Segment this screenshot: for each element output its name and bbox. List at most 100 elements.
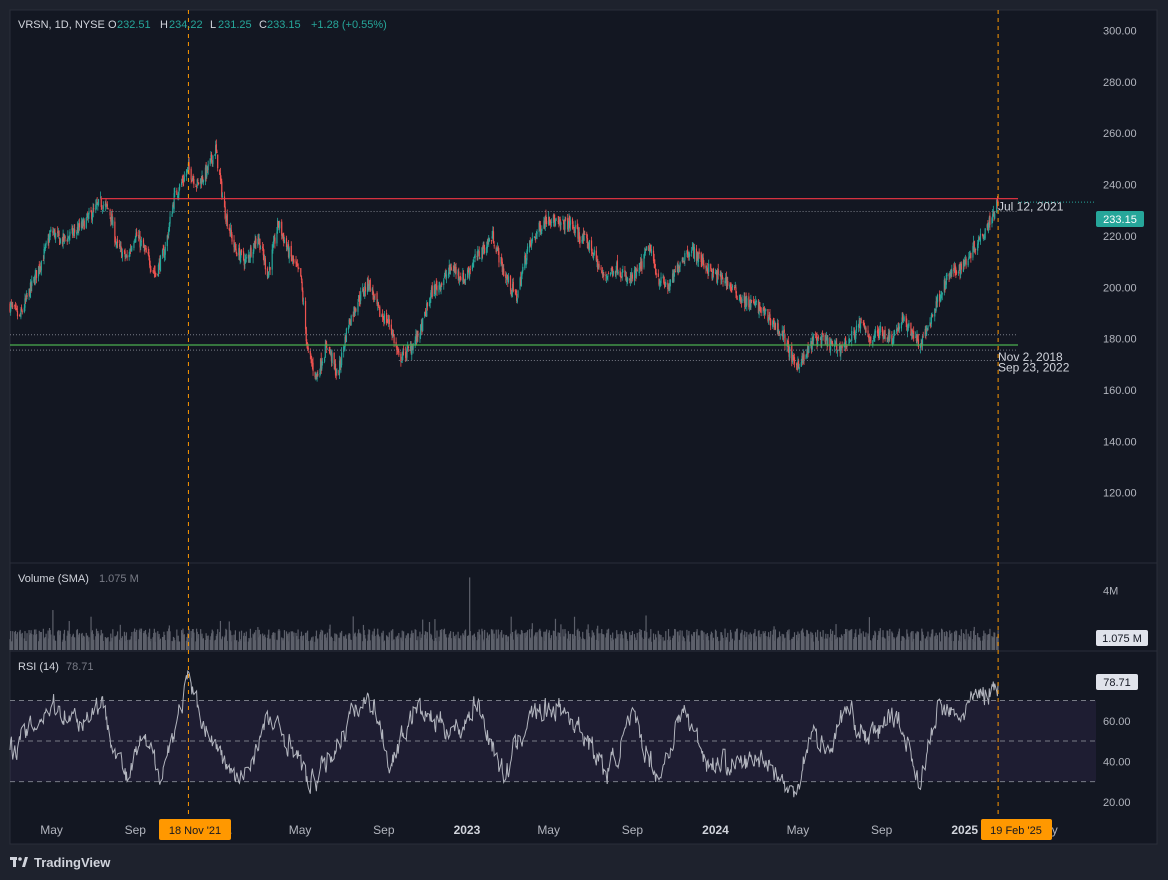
volume-bar [959,636,961,650]
volume-bar [420,640,422,650]
volume-bar [838,637,841,650]
candle-body [195,185,197,187]
candle-body [193,179,195,185]
volume-bar [663,640,666,650]
candle-body [310,355,312,359]
candle-body [253,241,256,247]
volume-bar [521,630,523,650]
candle-body [940,294,942,301]
candle-body [915,336,917,338]
candle-body [840,346,842,355]
volume-bar [26,633,28,650]
candle-body [973,241,975,251]
volume-bar [797,637,800,650]
candle-body [450,267,452,271]
volume-bar [426,638,428,650]
volume-bar [134,628,136,650]
volume-bar [938,632,941,650]
candle-body [720,274,722,280]
candle-body [838,346,841,349]
candle-body [467,270,469,273]
volume-bar [700,630,702,650]
candle-body [779,334,781,336]
volume-bar [584,639,586,650]
volume-bar [87,641,89,650]
candle-body [368,285,370,289]
candle-body [962,261,964,272]
volume-bar [396,638,398,650]
candle-body [291,257,293,261]
volume-bar [221,640,223,650]
volume-bar [921,628,923,650]
volume-bar [819,631,821,650]
candle-body [598,263,600,268]
candle-body [462,272,465,284]
volume-bar [611,637,613,650]
volume-bar [62,639,64,650]
volume-bar [601,629,603,650]
volume-bar [403,631,405,650]
candle-body [355,309,357,311]
volume-bar [505,634,508,650]
volume-bar [296,639,298,650]
candle-body [428,301,431,307]
volume-bar [248,637,250,650]
volume-bar [927,631,929,650]
price-tick-label: 260.00 [1103,128,1137,140]
candle-body [917,339,920,347]
volume-bar [458,638,461,650]
candle-body [982,236,984,238]
candle-body [245,258,247,260]
candle-body [864,327,866,330]
volume-bar [45,633,47,650]
candle-body [116,240,119,243]
candle-body [638,267,640,274]
volume-bar [110,641,113,650]
candle-body [817,336,819,339]
volume-bar [76,629,79,650]
candle-body [196,179,198,187]
volume-bar [695,631,698,650]
candle-body [769,314,771,322]
candle-body [129,249,132,251]
candle-body [668,284,670,290]
volume-pane[interactable] [9,577,999,650]
candle-body [678,267,681,268]
volume-bar [975,635,977,650]
volume-bar [896,636,898,650]
volume-bar [257,637,260,650]
volume-bar [360,634,362,650]
volume-bar [440,632,442,650]
volume-bar [950,640,952,650]
candle-body [927,325,929,331]
volume-bar [228,621,230,650]
candle-body [136,231,138,237]
candle-body [981,234,984,236]
volume-bar [106,638,108,650]
candle-body [102,210,104,211]
rsi-pane[interactable] [9,670,1096,798]
volume-bar [567,631,570,650]
volume-bar [781,633,783,650]
candle-body [221,181,223,197]
volume-bar [607,628,610,650]
volume-bar [106,637,108,650]
volume-bar [144,629,147,650]
tradingview-logo[interactable]: TradingView [10,853,110,871]
volume-bar [679,630,681,650]
volume-bar [290,631,292,650]
volume-bar [126,639,128,650]
volume-bar [468,634,470,650]
candle-body [383,314,386,324]
volume-bar [121,638,123,650]
volume-bar [621,634,623,650]
volume-bar [277,630,279,650]
candle-body [315,374,318,378]
candle-body [301,281,303,291]
candle-body [603,274,605,276]
volume-bar [445,634,447,650]
volume-bar [206,638,209,650]
volume-bar [244,641,246,650]
candle-body [405,356,407,357]
